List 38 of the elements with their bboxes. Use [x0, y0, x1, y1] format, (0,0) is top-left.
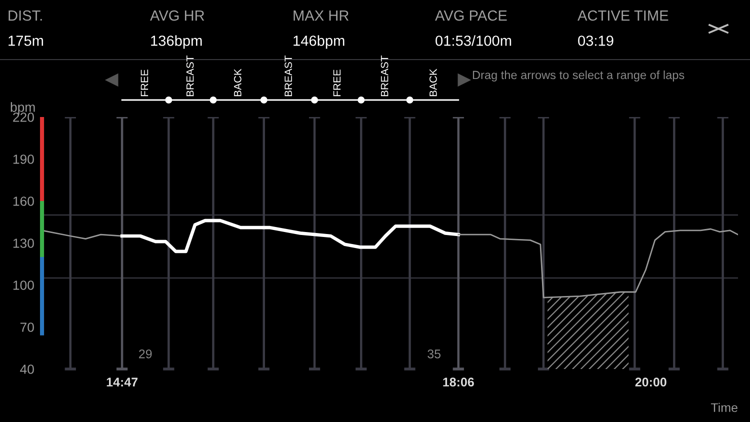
text: 146bpm	[294, 35, 344, 49]
text: 03:19	[578, 36, 614, 46]
text: BREAST	[380, 56, 388, 96]
text: BREAST	[186, 56, 194, 96]
text: DIST.	[8, 10, 42, 21]
line-series	[41, 230, 123, 240]
text: 01:53/100m	[436, 35, 512, 46]
x-tick-label: 18:06	[443, 378, 474, 387]
text: Drag the arrows to select a range of laps	[472, 70, 684, 82]
text: FREE	[333, 70, 341, 96]
bar	[40, 201, 44, 257]
x-axis-title: Time	[710, 402, 738, 412]
x-tick-label: 20:00	[635, 378, 666, 387]
text: BACK	[234, 68, 242, 96]
y-tick-label: 190	[13, 154, 34, 164]
y-tick-label: 40	[20, 364, 34, 374]
line-series	[458, 228, 738, 298]
bar	[40, 257, 44, 336]
y-tick-label: 100	[13, 280, 34, 290]
text: AVG HR	[150, 10, 204, 21]
y-axis-title: bpm	[10, 102, 35, 114]
text: BACK	[430, 68, 437, 96]
text: BREAST	[284, 56, 292, 96]
text: ACTIVE TIME	[578, 10, 668, 21]
annotation: 29	[139, 350, 152, 358]
x-tick-label: 14:47	[106, 378, 138, 386]
bar	[40, 117, 44, 201]
y-tick-label: 130	[13, 238, 34, 248]
line-series	[120, 218, 460, 254]
text: MAX HR	[294, 10, 349, 21]
y-tick-label: 160	[13, 196, 34, 206]
text: AVG PACE	[435, 10, 507, 21]
text: 175m	[8, 36, 44, 46]
text: FREE	[140, 70, 148, 96]
text: 136bpm	[151, 35, 202, 49]
annotation: 35	[428, 350, 441, 358]
y-tick-label: 70	[20, 322, 34, 332]
y-tick-label: 220	[13, 112, 34, 122]
